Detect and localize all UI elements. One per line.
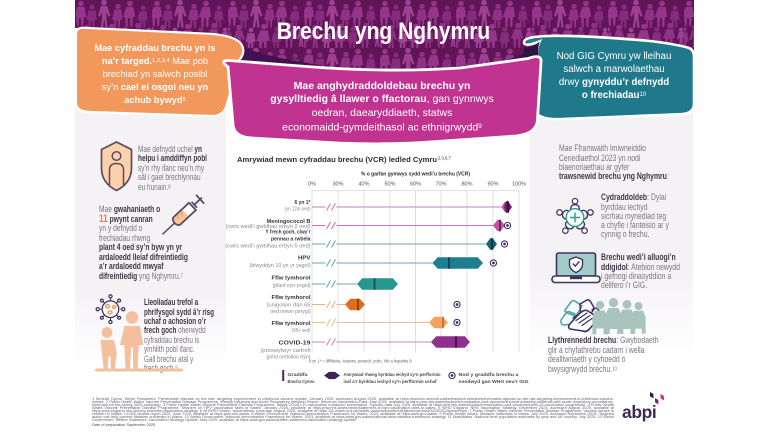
svg-text:% o garfan gymwys sydd wedi’u: % o garfan gymwys sydd wedi’u brechu (VC… [361,172,470,178]
svg-text:COVID-19: COVID-19 [279,340,311,346]
svg-text:Meningococol B: Meningococol B [267,219,311,225]
svg-text:Fflw tymhorol: Fflw tymhorol [272,295,311,301]
svg-text:6 yn 1*: 6 yn 1* [295,200,312,206]
svg-text:(65+ oed): (65+ oed) [292,328,311,334]
svg-text:(blwyddyn 10 yn yr ysgol): (blwyddyn 10 yn yr ysgol) [250,263,311,269]
svg-text:90%: 90% [487,182,498,188]
svg-text:2,3,6,7: 2,3,6,7 [438,156,451,161]
svg-text:(cwrs wedi’i gwblhau erbyn 5 o: (cwrs wedi’i gwblhau erbyn 5 oed) [226,243,311,249]
svg-text:(cwrs wedi’i gwblhau erbyn 2 o: (cwrs wedi’i gwblhau erbyn 2 oed) [226,224,311,230]
svg-text:Nod y graddfa brechu a: Nod y graddfa brechu a [459,372,519,378]
svg-text:40%: 40% [358,182,369,188]
svg-text:70%: 70% [435,182,446,188]
svg-text:osodwyd gan WHO neu’r GIG: osodwyd gan WHO neu’r GIG [459,379,529,385]
svg-text:pennau a rwbela: pennau a rwbela [271,236,311,242]
svg-text:6 yn 1* = difftheria, tetanws,: 6 yn 1* = difftheria, tetanws, peswch, p… [309,359,412,364]
svg-text:Amrywiad mewn cyfraddau brechu: Amrywiad mewn cyfraddau brechu (VCR) led… [237,155,437,164]
svg-text:gofal oedolion hŷn): gofal oedolion hŷn) [267,355,311,361]
svg-text:100%: 100% [512,182,526,188]
svg-text:Graddfa: Graddfa [288,372,308,378]
svg-text:60%: 60% [410,182,421,188]
svg-text:0%: 0% [308,182,316,188]
svg-text:oed mewn perygl): oed mewn perygl) [271,309,311,315]
svg-text:Amrywiad rhwng byrddau iechyd: Amrywiad rhwng byrddau iechyd sy’n perff… [344,372,441,378]
svg-text:(preswylwyr cartrefi: (preswylwyr cartrefi [261,348,311,354]
svg-text:(plant cyn-ysgol): (plant cyn-ysgol) [273,283,311,289]
svg-text:Brechu Cymru: Brechu Cymru [288,379,315,385]
svg-text:50%: 50% [384,182,395,188]
svg-text:HPV: HPV [298,256,311,262]
svg-text:Fflw tymhorol: Fflw tymhorol [272,321,311,327]
svg-text:(yn 12m oed): (yn 12m oed) [285,206,311,212]
svg-text:isaf a’r byrddau iechyd sy’n p: isaf a’r byrddau iechyd sy’n perfformio … [344,379,437,385]
svg-text:Y frech goch, clwy’r: Y frech goch, clwy’r [266,230,312,236]
svg-text:(unigolion dan 65: (unigolion dan 65 [267,302,311,308]
svg-text:30%: 30% [332,182,343,188]
svg-text:80%: 80% [461,182,472,188]
svg-text:Fflw tymhorol: Fflw tymhorol [272,276,311,282]
